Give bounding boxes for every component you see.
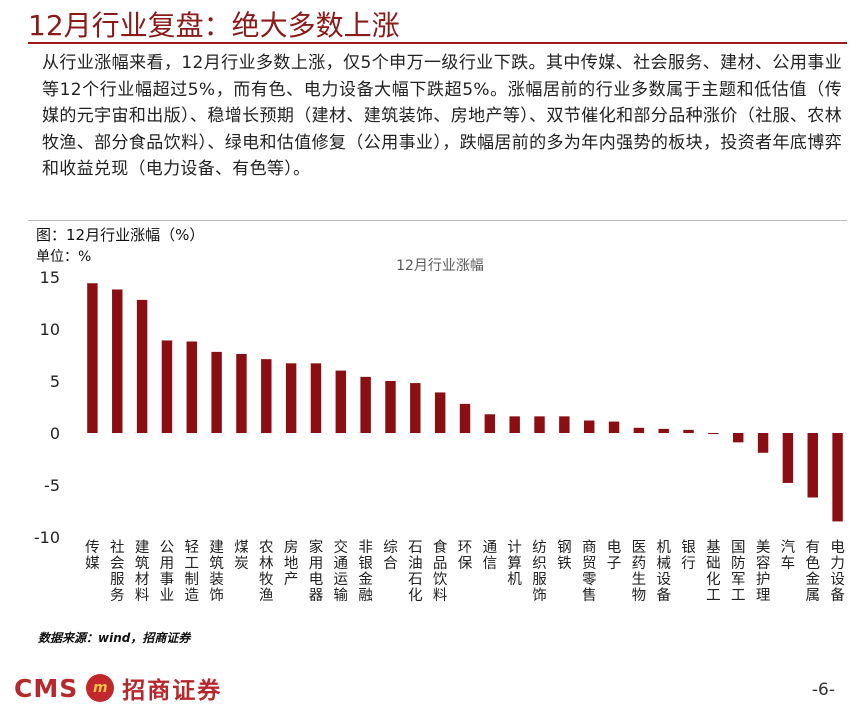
bar xyxy=(285,363,297,433)
x-tick-label: 钢铁 xyxy=(557,539,572,572)
x-tick-label: 电子 xyxy=(607,539,622,572)
x-tick-label: 环保 xyxy=(458,540,473,572)
x-tick-label: 社会服务 xyxy=(110,539,125,604)
bar xyxy=(708,433,719,435)
x-tick-label: 有色金属 xyxy=(805,539,820,604)
bar xyxy=(385,381,396,433)
bar xyxy=(434,392,446,433)
bar xyxy=(534,416,545,433)
y-tick-label: -5 xyxy=(44,476,60,495)
summary-paragraph: 从行业涨幅来看，12月行业多数上涨，仅5个申万一级行业下跌。其中传媒、社会服务、… xyxy=(42,53,842,179)
x-tick-label: 建筑材料 xyxy=(135,539,150,604)
x-tick-label: 医药生物 xyxy=(632,540,647,604)
bar xyxy=(683,429,694,433)
x-tick-label: 农林牧渔 xyxy=(259,539,274,604)
bar xyxy=(484,414,496,433)
bar xyxy=(310,363,322,433)
y-tick-label: 0 xyxy=(50,424,60,443)
x-tick-label: 建筑装饰 xyxy=(209,539,224,604)
x-tick-label: 家用电器 xyxy=(309,539,324,604)
company-logo: CMS m 招商证券 xyxy=(14,671,222,705)
unit-label: 单位：% xyxy=(36,249,92,265)
y-tick-label: 15 xyxy=(40,268,60,287)
x-tick-label: 国防军工 xyxy=(731,540,746,604)
x-tick-label: 非银金融 xyxy=(358,539,373,604)
bar xyxy=(509,416,520,433)
x-tick-label: 纺织服饰 xyxy=(532,539,547,604)
bar xyxy=(583,420,595,433)
x-tick-label: 通信 xyxy=(483,539,498,572)
title-divider xyxy=(28,42,847,44)
x-tick-label: 电力设备 xyxy=(830,539,845,604)
bar xyxy=(559,416,570,433)
y-tick-label: 10 xyxy=(40,320,60,339)
x-tick-label: 综合 xyxy=(383,539,398,572)
y-axis: 15 10 5 0 -5 -10 xyxy=(34,268,60,547)
x-tick-label: 石油石化 xyxy=(408,540,423,604)
x-tick-label: 交通运输 xyxy=(334,538,349,604)
x-tick-label: 公用事业 xyxy=(160,540,175,604)
x-tick-label: 房地产 xyxy=(284,539,299,588)
logo-chinese-name: 招商证券 xyxy=(122,678,223,704)
bar xyxy=(136,299,148,433)
bar xyxy=(186,341,197,433)
x-tick-label: 汽车 xyxy=(781,539,796,572)
logo-emblem-icon: m xyxy=(86,674,115,702)
bar xyxy=(733,433,744,443)
bar xyxy=(608,421,620,433)
bar xyxy=(459,403,471,433)
bar xyxy=(757,433,769,453)
bar xyxy=(360,376,371,433)
figure-caption: 图：12月行业涨幅（%） xyxy=(36,226,205,244)
bar xyxy=(161,340,173,433)
section-divider xyxy=(28,220,847,221)
industry-return-bar-chart: 12月行业涨幅 15 10 5 0 -5 -10 传媒社会服务建筑材料公用事业轻工制造建筑… xyxy=(34,258,845,604)
bar xyxy=(261,359,272,433)
chart-title: 12月行业涨幅 xyxy=(396,258,484,274)
bar xyxy=(87,283,98,433)
bar xyxy=(236,353,247,433)
bar xyxy=(211,351,222,433)
data-source-note: 数据来源：wind，招商证券 xyxy=(38,631,191,645)
bar xyxy=(832,433,843,522)
page-number: -6- xyxy=(811,680,835,700)
bar-series xyxy=(87,283,843,522)
x-tick-label: 美容护理 xyxy=(756,539,771,604)
y-tick-label: 5 xyxy=(50,372,60,391)
bar xyxy=(633,427,645,433)
x-tick-label: 基础化工 xyxy=(706,539,721,604)
bar xyxy=(410,383,421,433)
bar xyxy=(335,370,347,433)
x-tick-label: 机械设备 xyxy=(656,539,671,604)
logo-cms-text: CMS xyxy=(14,673,79,703)
bar xyxy=(807,433,818,498)
x-tick-label: 传媒 xyxy=(85,539,100,572)
x-axis-labels: 传媒社会服务建筑材料公用事业轻工制造建筑装饰煤炭农林牧渔房地产家用电器交通运输非… xyxy=(85,538,845,604)
y-tick-label: -10 xyxy=(34,528,60,547)
x-tick-label: 食品饮料 xyxy=(433,539,448,604)
x-tick-label: 银行 xyxy=(681,539,696,572)
bar xyxy=(658,428,669,433)
x-tick-label: 煤炭 xyxy=(234,539,249,572)
x-tick-label: 商贸零售 xyxy=(582,539,597,604)
x-tick-label: 计算机 xyxy=(507,539,522,588)
x-tick-label: 轻工制造 xyxy=(185,539,200,604)
bar xyxy=(782,433,794,483)
page-title: 12月行业复盘：绝大多数上涨 xyxy=(28,9,400,42)
bar xyxy=(112,289,123,433)
